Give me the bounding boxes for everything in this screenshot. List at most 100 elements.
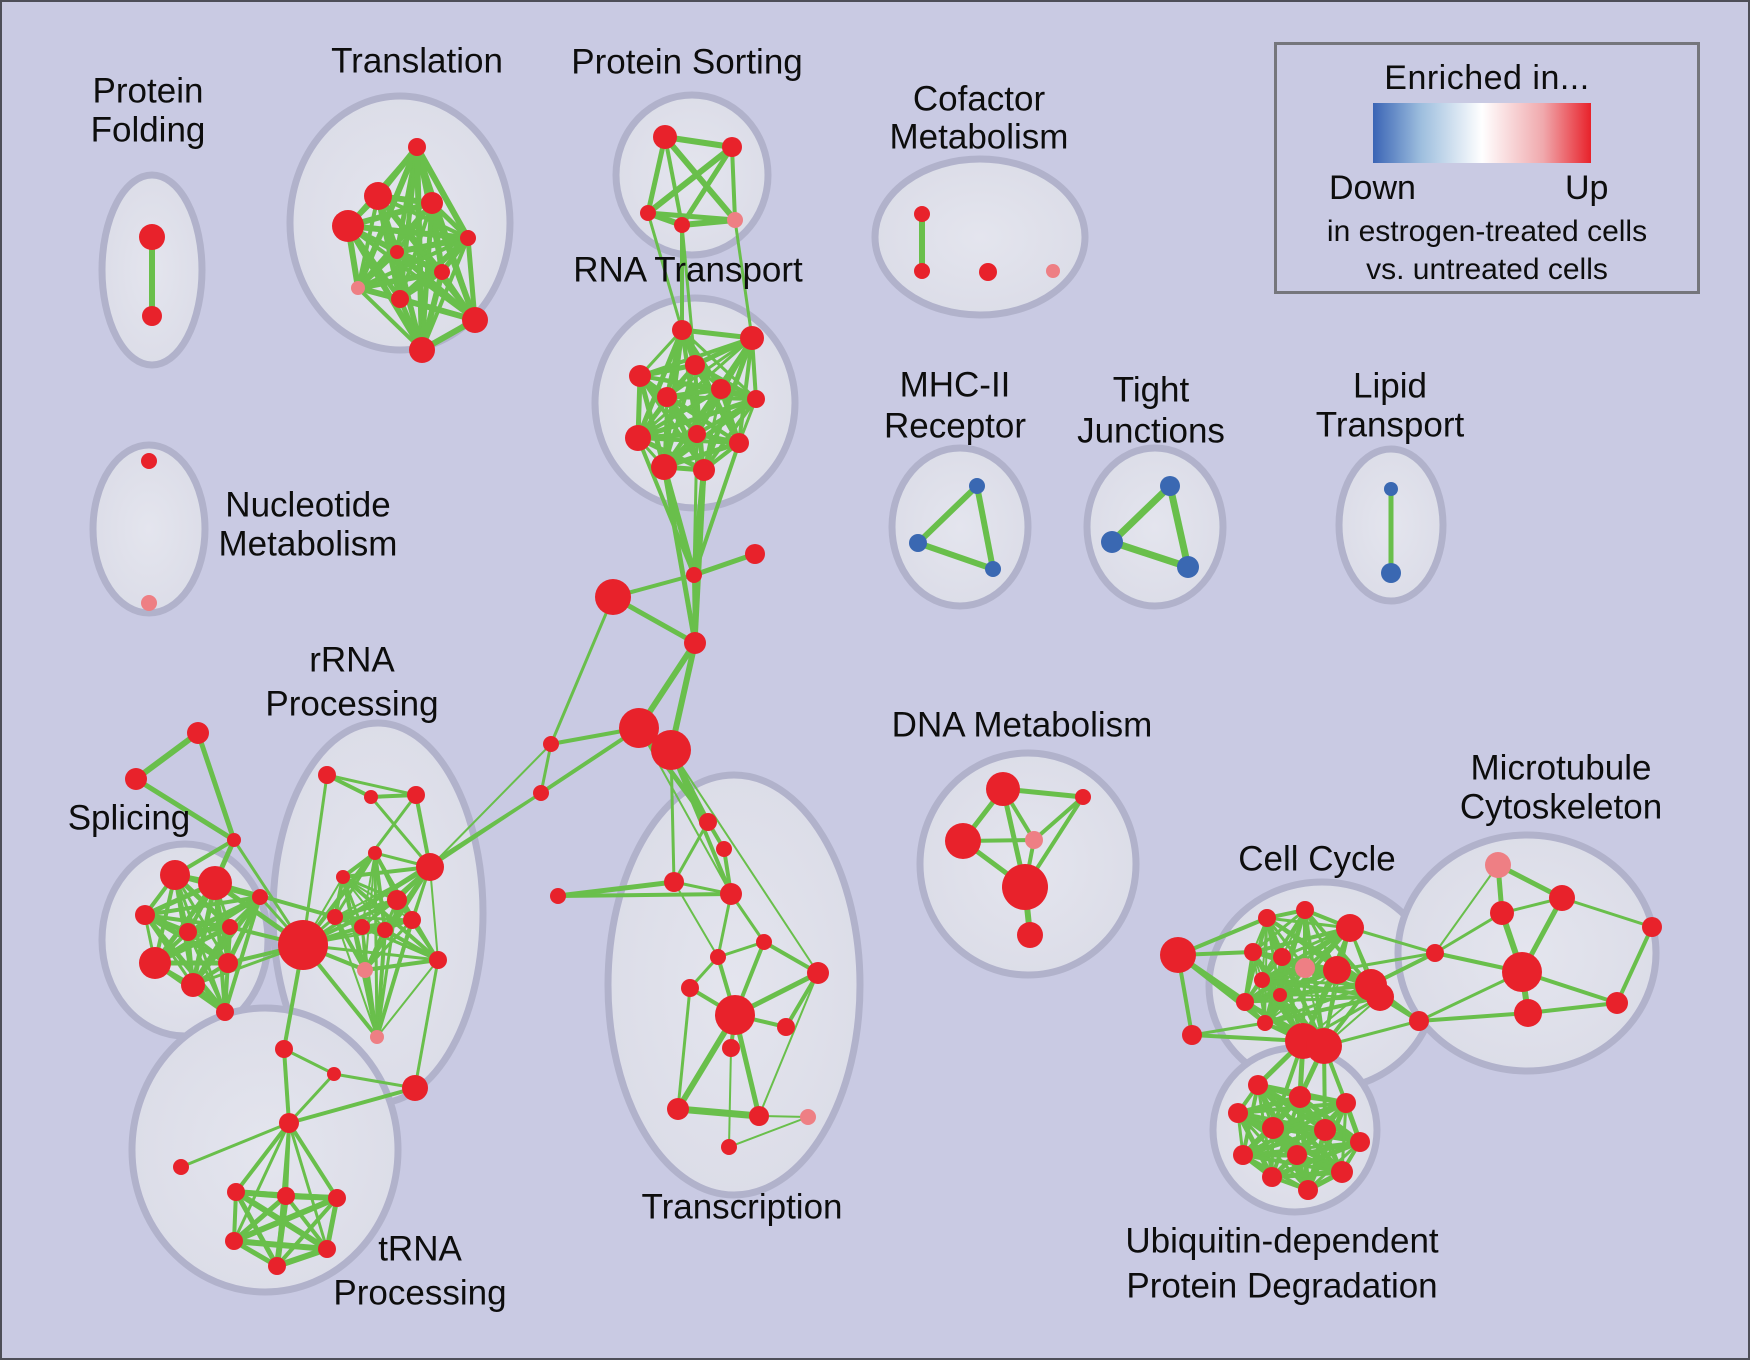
edge-mc3-mc4: [1434, 911, 1503, 955]
cluster-label-rrna-processing-line2: Processing: [265, 684, 438, 723]
cluster-ellipse-tight-junctions: [1083, 444, 1227, 610]
legend-title: Enriched in...: [1384, 59, 1590, 97]
gene-set-node-cc3: [1258, 909, 1276, 927]
edge-cc5-cc6: [1252, 926, 1351, 954]
edge-rt8-c2: [636, 437, 696, 576]
edge-rt9-c2: [692, 433, 699, 576]
gene-set-node-d4: [1025, 831, 1043, 849]
edge-tj2-tj3: [1110, 538, 1190, 571]
gene-set-node-x16: [721, 1139, 737, 1155]
edge-tr1-r18: [288, 1086, 416, 1125]
cluster-ellipse-mhc-ii-receptor: [888, 444, 1032, 610]
edge-t4-t5: [347, 223, 469, 241]
gene-set-node-cf1: [914, 206, 930, 222]
gene-set-node-cf4: [1046, 264, 1060, 278]
edge-mc6-mc8: [1418, 1011, 1529, 1023]
gene-set-node-c7: [543, 736, 559, 752]
gene-set-node-x2: [716, 841, 732, 857]
edge-t4-t11: [345, 224, 425, 352]
gene-set-node-tr4: [277, 1187, 295, 1205]
gene-set-node-cc1: [1160, 937, 1196, 973]
gene-set-node-s2: [198, 866, 232, 900]
gene-set-node-u5: [1314, 1119, 1336, 1141]
gene-set-node-tr6: [225, 1232, 243, 1250]
edge-r9-r12: [429, 866, 439, 961]
gene-set-node-c1: [595, 579, 631, 615]
edge-t5-t6: [396, 235, 469, 255]
gene-set-node-lt2: [1381, 563, 1401, 583]
edge-x5-x4: [557, 892, 732, 898]
cluster-label-dna-metabolism-line1: DNA Metabolism: [892, 705, 1153, 744]
edge-r5-r9: [342, 865, 431, 879]
edge-tr1-tr6: [232, 1122, 291, 1242]
gene-set-node-rt12: [693, 459, 715, 481]
edge-cc11-cc15: [1264, 995, 1381, 1025]
gene-set-node-x4: [720, 883, 742, 905]
gene-set-node-tr2: [173, 1159, 189, 1175]
gene-set-node-t8: [351, 281, 365, 295]
edge-x12-x16: [728, 1047, 732, 1148]
gene-set-node-c8: [533, 785, 549, 801]
gene-set-node-rt6: [711, 379, 731, 399]
legend-down-label: Down: [1329, 169, 1416, 207]
gene-set-node-mc1: [1485, 852, 1511, 878]
edge-x9-x13: [676, 987, 692, 1110]
edge-ps4-ps5: [681, 217, 736, 228]
gene-set-node-u9: [1350, 1132, 1370, 1152]
gene-set-node-x9: [681, 979, 699, 997]
edge-u8-u10: [1270, 1101, 1348, 1179]
cluster-label-cofactor-metabolism-line1: Cofactor: [913, 79, 1046, 118]
edge-x1-x3: [672, 821, 710, 883]
gene-set-node-rt8: [625, 425, 651, 451]
edge-ps1-ps3: [645, 136, 668, 214]
edge-t1-t5: [414, 145, 471, 240]
gene-set-node-x13: [667, 1098, 689, 1120]
gene-set-node-rt5: [657, 387, 677, 407]
edge-tr1-tr5: [287, 1121, 339, 1200]
cluster-label-rna-transport-line1: RNA Transport: [573, 250, 803, 289]
gene-set-node-s9: [181, 973, 205, 997]
gene-set-node-d2: [1075, 789, 1091, 805]
gene-set-node-cf2: [914, 263, 930, 279]
gene-set-node-t2: [364, 182, 392, 210]
edge-tr4-tr6: [232, 1194, 288, 1243]
gene-set-node-r4: [368, 846, 382, 860]
edge-rt1-rt7: [680, 328, 758, 401]
gene-set-node-cc5: [1336, 914, 1364, 942]
cluster-label-protein-folding-line2: Folding: [91, 110, 206, 149]
edge-cc9-cc15: [1264, 969, 1338, 1024]
cluster-label-ubiquitin-degradation-line2: Protein Degradation: [1126, 1266, 1437, 1305]
gene-set-node-t11: [409, 337, 435, 363]
edge-r13-r19: [363, 969, 379, 1038]
edge-r5-r8: [342, 876, 386, 931]
gene-set-node-x6: [710, 949, 726, 965]
edge-c1-c7: [549, 596, 615, 745]
nodes: [125, 125, 1662, 1275]
edge-tr1-tr2: [180, 1121, 290, 1169]
edge-mc6-mc7: [1527, 1001, 1618, 1015]
cluster-label-protein-folding-line1: Protein: [93, 71, 204, 110]
edge-rt4-rt11: [637, 375, 667, 468]
gene-set-node-t1: [408, 138, 426, 156]
edge-r1-r3: [326, 773, 417, 797]
gene-set-node-s5: [222, 919, 238, 935]
edge-r11-r13: [363, 918, 414, 972]
edge-ps5-rt2: [733, 219, 754, 339]
edge-rt1-rt8: [635, 329, 685, 439]
edge-c6-x3: [669, 749, 676, 883]
edge-r1-r14: [301, 774, 329, 946]
cluster-label-cofactor-metabolism-line2: Metabolism: [890, 117, 1069, 156]
gene-set-node-s8: [252, 889, 268, 905]
gene-set-node-cc17: [1306, 1028, 1342, 1064]
edge-x8-x14: [758, 972, 819, 1117]
gene-set-node-r5: [336, 870, 350, 884]
edge-c7-c8: [539, 743, 553, 794]
edge-m1-m3: [974, 485, 996, 570]
edge-r12-r13: [364, 958, 439, 972]
gene-set-node-r6: [327, 909, 343, 925]
edge-r16-tr1: [282, 1048, 291, 1124]
gene-set-node-s10: [216, 1003, 234, 1021]
edge-t6-t8: [356, 250, 399, 290]
edge-tj1-tj2: [1109, 483, 1173, 545]
gene-set-node-rt4: [629, 365, 651, 387]
